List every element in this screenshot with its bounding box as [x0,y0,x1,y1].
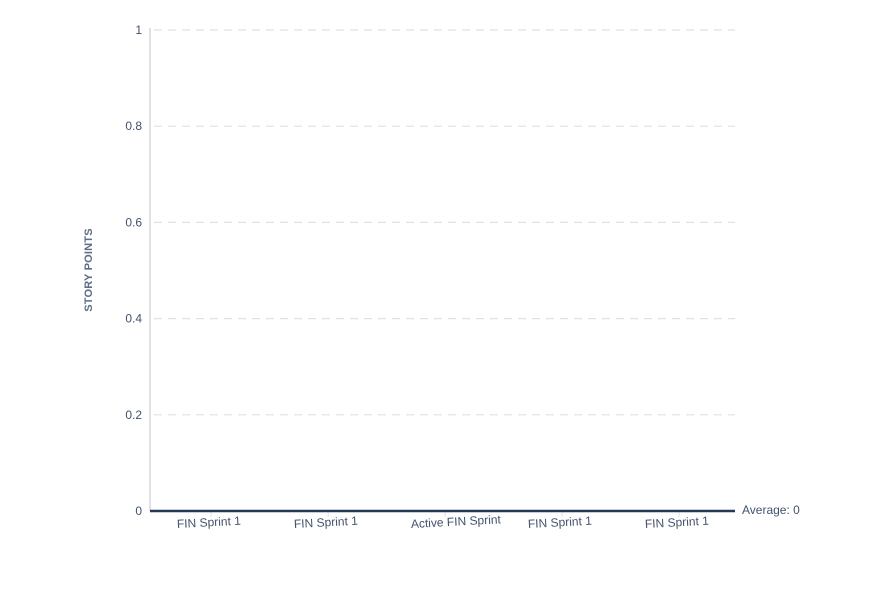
y-axis-title: STORY POINTS [83,228,95,312]
x-tick-label: Active FIN Sprint [411,512,502,531]
y-tick-label: 1 [135,23,142,37]
x-tick-label: FIN Sprint 1 [645,514,710,531]
x-tick-label: FIN Sprint 1 [294,514,359,531]
y-tick-label: 0 [135,504,142,518]
x-tick-labels: FIN Sprint 1 FIN Sprint 1 Active FIN Sprin… [177,512,710,531]
grid-layer [154,29,735,416]
axis-layer [149,28,680,517]
y-tick-label: 0.2 [125,408,142,422]
y-tick-labels: 0 0.2 0.4 0.6 0.8 1 [125,23,142,518]
y-tick-label: 0.4 [125,312,142,326]
average-label: Average: 0 [742,503,800,517]
y-tick-label: 0.6 [125,215,142,229]
x-tick-label: FIN Sprint 1 [528,514,593,531]
y-tick-label: 0.8 [125,119,142,133]
x-tick-label: FIN Sprint 1 [177,514,242,531]
